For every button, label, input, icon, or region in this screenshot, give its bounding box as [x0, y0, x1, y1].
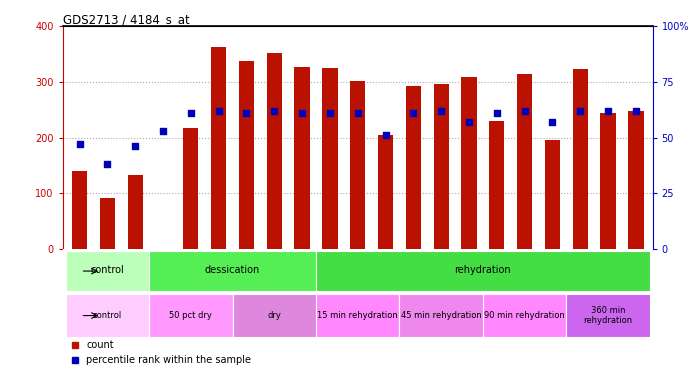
- Bar: [517, 74, 533, 249]
- Point: [241, 110, 252, 116]
- Bar: [66, 251, 149, 291]
- Point: [352, 110, 363, 116]
- Bar: [600, 113, 616, 249]
- Bar: [316, 294, 399, 337]
- Bar: [232, 294, 316, 337]
- Text: 15 min rehydration: 15 min rehydration: [318, 311, 398, 320]
- Bar: [72, 171, 87, 249]
- Point: [157, 128, 168, 134]
- Point: [185, 110, 196, 116]
- Text: 50 pct dry: 50 pct dry: [170, 311, 212, 320]
- Text: dry: dry: [267, 311, 281, 320]
- Point: [74, 141, 85, 147]
- Bar: [322, 68, 338, 249]
- Point: [547, 119, 558, 125]
- Point: [213, 108, 224, 114]
- Text: percentile rank within the sample: percentile rank within the sample: [87, 355, 251, 365]
- Bar: [316, 251, 650, 291]
- Bar: [149, 294, 232, 337]
- Text: rehydration: rehydration: [454, 265, 511, 275]
- Bar: [461, 77, 477, 249]
- Text: control: control: [91, 265, 124, 275]
- Point: [269, 108, 280, 114]
- Point: [602, 108, 614, 114]
- Point: [130, 143, 141, 149]
- Point: [380, 132, 391, 138]
- Point: [630, 108, 641, 114]
- Bar: [378, 135, 393, 249]
- Text: GDS2713 / 4184_s_at: GDS2713 / 4184_s_at: [63, 13, 190, 26]
- Bar: [406, 86, 421, 249]
- Point: [519, 108, 530, 114]
- Bar: [66, 294, 149, 337]
- Text: 360 min
rehydration: 360 min rehydration: [584, 306, 632, 325]
- Point: [102, 161, 113, 167]
- Text: count: count: [87, 340, 114, 350]
- Text: control: control: [93, 311, 122, 320]
- Bar: [483, 294, 566, 337]
- Bar: [545, 140, 560, 249]
- Bar: [399, 294, 483, 337]
- Bar: [128, 175, 143, 249]
- Bar: [183, 128, 198, 249]
- Bar: [239, 61, 254, 249]
- Bar: [433, 84, 449, 249]
- Point: [436, 108, 447, 114]
- Text: dessication: dessication: [205, 265, 260, 275]
- Bar: [572, 69, 588, 249]
- Point: [463, 119, 475, 125]
- Text: 45 min rehydration: 45 min rehydration: [401, 311, 482, 320]
- Bar: [149, 251, 316, 291]
- Bar: [100, 198, 115, 249]
- Bar: [566, 294, 650, 337]
- Point: [491, 110, 503, 116]
- Bar: [628, 111, 644, 249]
- Bar: [211, 47, 226, 249]
- Bar: [267, 53, 282, 249]
- Point: [325, 110, 336, 116]
- Point: [574, 108, 586, 114]
- Text: 90 min rehydration: 90 min rehydration: [484, 311, 565, 320]
- Bar: [350, 81, 365, 249]
- Point: [297, 110, 308, 116]
- Bar: [295, 68, 310, 249]
- Bar: [489, 122, 505, 249]
- Point: [408, 110, 419, 116]
